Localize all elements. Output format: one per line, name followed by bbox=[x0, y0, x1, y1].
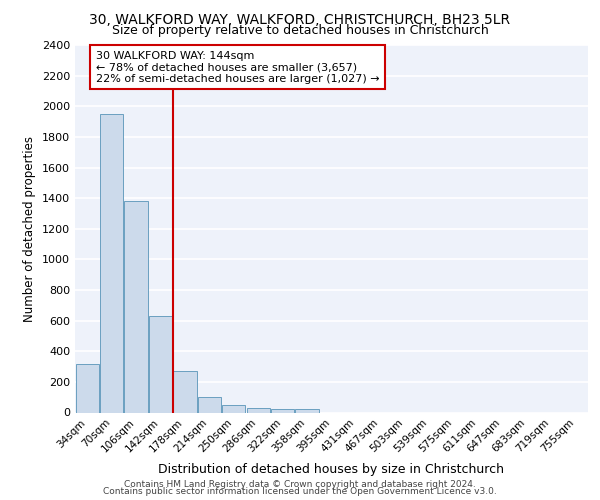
Bar bbox=[173, 371, 197, 412]
Y-axis label: Number of detached properties: Number of detached properties bbox=[23, 136, 37, 322]
Bar bbox=[100, 114, 123, 412]
Bar bbox=[76, 364, 99, 412]
Text: Contains HM Land Registry data © Crown copyright and database right 2024.: Contains HM Land Registry data © Crown c… bbox=[124, 480, 476, 489]
Bar bbox=[295, 410, 319, 412]
Bar bbox=[247, 408, 270, 412]
Bar bbox=[271, 408, 294, 412]
Text: 30 WALKFORD WAY: 144sqm
← 78% of detached houses are smaller (3,657)
22% of semi: 30 WALKFORD WAY: 144sqm ← 78% of detache… bbox=[95, 50, 379, 84]
Bar bbox=[149, 316, 172, 412]
Bar bbox=[222, 405, 245, 412]
Text: Contains public sector information licensed under the Open Government Licence v3: Contains public sector information licen… bbox=[103, 487, 497, 496]
X-axis label: Distribution of detached houses by size in Christchurch: Distribution of detached houses by size … bbox=[158, 462, 505, 475]
Text: Size of property relative to detached houses in Christchurch: Size of property relative to detached ho… bbox=[112, 24, 488, 37]
Bar bbox=[198, 397, 221, 412]
Bar bbox=[124, 201, 148, 412]
Text: 30, WALKFORD WAY, WALKFORD, CHRISTCHURCH, BH23 5LR: 30, WALKFORD WAY, WALKFORD, CHRISTCHURCH… bbox=[89, 12, 511, 26]
